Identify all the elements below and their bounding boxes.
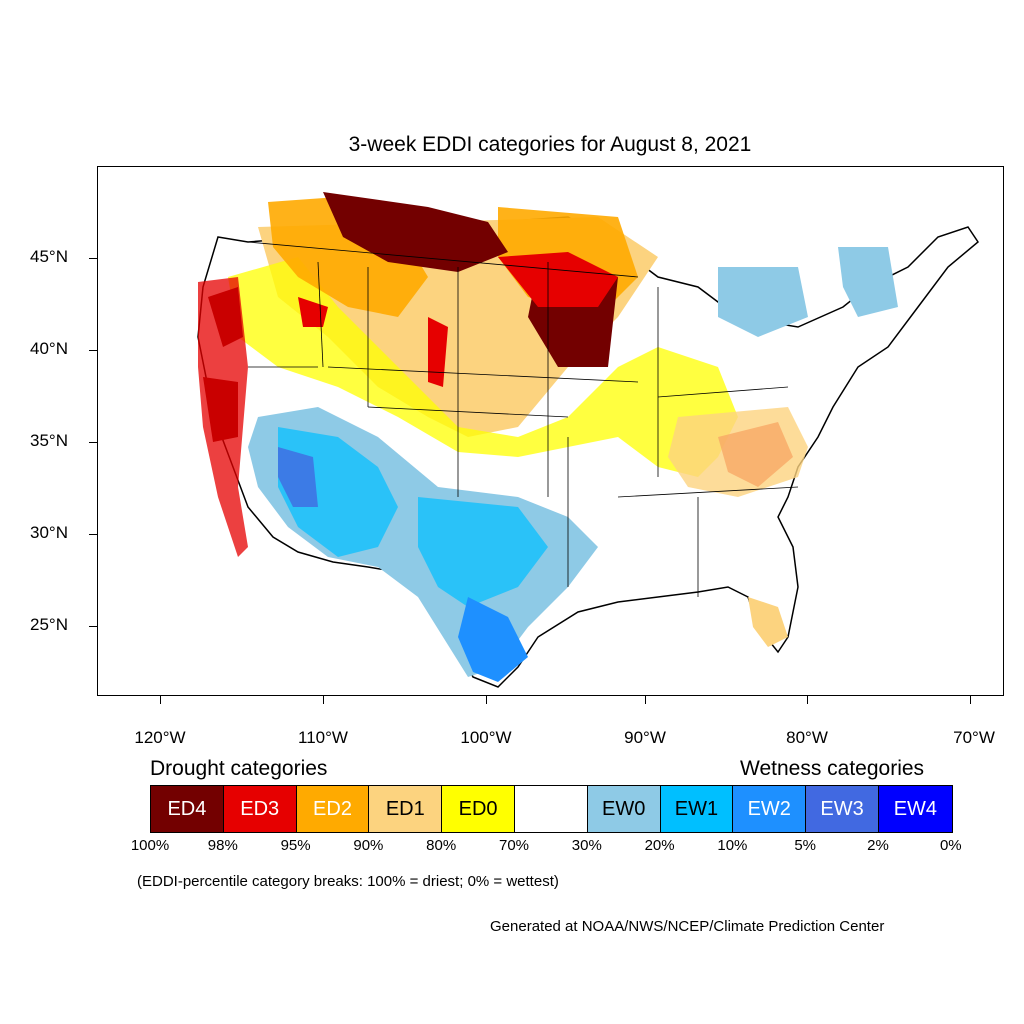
lat-label-30n: 30°N <box>30 523 68 542</box>
percentile-break: 98% <box>207 837 238 854</box>
ed3-west-coast <box>198 277 248 557</box>
us-map-graphic <box>197 192 979 688</box>
lon-tick-120w <box>160 696 161 704</box>
lat-label-25n: 25°N <box>30 615 68 634</box>
percentile-break: 80% <box>426 837 457 854</box>
lat-label-35n: 35°N <box>30 431 68 450</box>
lat-label-45n: 45°N <box>30 247 68 266</box>
lat-tick-25n <box>89 626 97 627</box>
legend-cell-ew4: EW4 <box>878 786 952 832</box>
lon-label-120w: 120°W <box>134 728 186 747</box>
ed1-florida <box>748 597 788 647</box>
ed0-north-band <box>228 257 738 477</box>
legend-cell-ew1: EW1 <box>660 786 734 832</box>
lon-label-110w: 110°W <box>298 728 348 747</box>
percentile-break: 30% <box>571 837 602 854</box>
lon-label-90w: 90°W <box>624 728 666 747</box>
lat-tick-30n <box>89 534 97 535</box>
category-note: (EDDI-percentile category breaks: 100% =… <box>137 873 559 890</box>
ew2-gulf <box>458 597 528 682</box>
lat-tick-35n <box>89 442 97 443</box>
legend-cell-ed3: ED3 <box>223 786 297 832</box>
map-title: 3-week EDDI categories for August 8, 202… <box>348 133 752 156</box>
ed1-appalachia <box>668 407 808 497</box>
percentile-break: 5% <box>794 837 817 854</box>
credit-line: Generated at NOAA/NWS/NCEP/Climate Predi… <box>490 918 885 935</box>
percentile-break: 2% <box>867 837 889 854</box>
percentile-break: 0% <box>939 837 962 854</box>
lon-label-70w: 70°W <box>953 728 995 747</box>
lat-label-40n: 40°N <box>30 339 68 358</box>
legend-cell-ed2: ED2 <box>296 786 370 832</box>
lon-label-80w: 80°W <box>786 728 828 747</box>
lon-tick-90w <box>645 696 646 704</box>
lon-tick-100w <box>486 696 487 704</box>
ew0-northeast <box>718 247 898 337</box>
legend-cell-neutral <box>514 786 588 832</box>
ew2-nevada <box>278 447 318 507</box>
percentile-break: 10% <box>717 837 748 854</box>
drought-heading: Drought categories <box>150 757 328 780</box>
eddi-map <box>97 166 1004 696</box>
lat-tick-45n <box>89 258 97 259</box>
wetness-heading: Wetness categories <box>740 757 925 780</box>
state-lines <box>247 241 799 597</box>
percentile-break: 100% <box>130 837 170 854</box>
ew1-southwest <box>278 427 548 607</box>
legend-cell-ew0: EW0 <box>587 786 661 832</box>
percentile-break: 70% <box>498 837 530 854</box>
ed3-north <box>298 252 618 387</box>
legend-cell-ed4: ED4 <box>151 786 224 832</box>
lon-tick-80w <box>807 696 808 704</box>
legend-cell-ew3: EW3 <box>806 786 879 832</box>
legend-cell-ew2: EW2 <box>733 786 807 832</box>
lon-label-100w: 100°W <box>460 728 512 747</box>
lon-tick-110w <box>323 696 324 704</box>
ed4-north-core <box>323 192 618 367</box>
lat-tick-40n <box>89 350 97 351</box>
legend-cell-ed0: ED0 <box>442 786 515 832</box>
percentile-break: 20% <box>644 837 675 854</box>
lon-tick-70w <box>970 696 971 704</box>
percentile-break: 90% <box>353 837 384 854</box>
percentile-break: 95% <box>280 837 311 854</box>
category-color-bar: ED4 ED3 ED2 ED1 ED0 EW0 EW1 EW2 EW3 EW4 <box>150 785 953 833</box>
legend-cell-ed1: ED1 <box>369 786 443 832</box>
